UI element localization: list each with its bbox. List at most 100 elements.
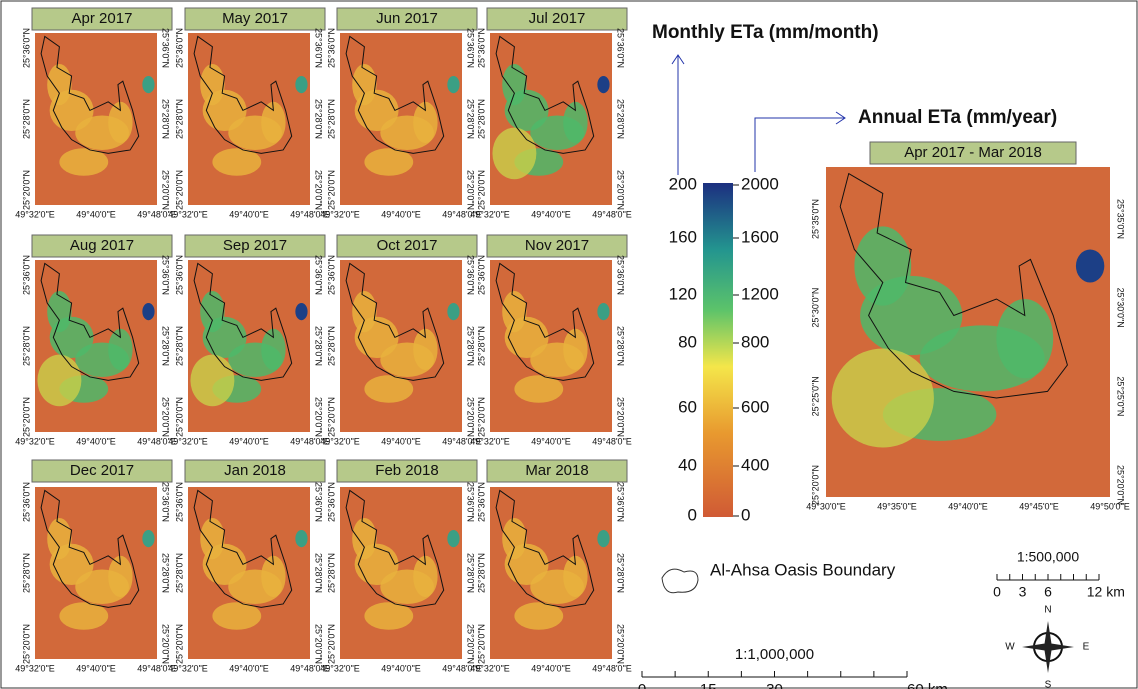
y-label: 25°28'0"N <box>476 99 486 139</box>
y-label: 25°36'0"N <box>616 255 626 295</box>
oasis-area <box>108 101 133 144</box>
oasis-area <box>514 602 564 630</box>
y-label: 25°28'0"N <box>21 326 31 366</box>
colorbar-label: 120 <box>669 284 697 303</box>
scale-label: 30 <box>766 681 783 689</box>
y-label: 25°28'0"N <box>21 553 31 593</box>
y-label: 25°36'0"N <box>314 255 324 295</box>
y-label: 25°20'0"N <box>326 624 336 664</box>
x-label: 49°40'0"E <box>531 663 571 673</box>
x-label: 49°48'0"E <box>592 209 632 219</box>
colorbar-label: 40 <box>678 455 697 474</box>
panel-title-bar <box>336 459 478 483</box>
y-label: 25°36'0"N <box>466 482 476 522</box>
y-label: 25°30'0"N <box>810 288 820 328</box>
x-label: 49°40'0"E <box>76 209 116 219</box>
x-label: 49°32'0"E <box>470 436 510 446</box>
y-label: 25°28'0"N <box>161 553 171 593</box>
x-label: 49°40'0"E <box>76 436 116 446</box>
y-label: 25°20'0"N <box>476 624 486 664</box>
oasis-area <box>261 101 286 144</box>
oasis-area <box>563 328 588 371</box>
y-label: 25°35'0"N <box>1116 199 1126 239</box>
y-label: 25°36'0"N <box>161 255 171 295</box>
panel-title-bar <box>336 234 478 258</box>
y-label: 25°36'0"N <box>314 482 324 522</box>
y-label: 25°36'0"N <box>476 482 486 522</box>
y-label: 25°36'0"N <box>161 482 171 522</box>
colorbar-label: 2000 <box>741 174 779 193</box>
x-label: 49°48'0"E <box>137 209 177 219</box>
y-label: 25°20'0"N <box>466 397 476 437</box>
oasis-boundary <box>495 35 595 154</box>
y-label: 25°28'0"N <box>476 553 486 593</box>
water-body <box>447 303 460 321</box>
x-label: 49°48'0"E <box>137 436 177 446</box>
oasis-boundary <box>839 172 1068 399</box>
water-body <box>295 76 308 94</box>
x-label: 49°40'0"E <box>229 436 269 446</box>
oasis-area <box>502 517 527 560</box>
panel-title-bar <box>184 234 326 258</box>
water-body <box>295 303 308 321</box>
compass-letter: S <box>1045 680 1052 689</box>
boundary-legend: Al-Ahsa Oasis Boundary <box>710 560 896 579</box>
x-label: 49°32'0"E <box>15 209 55 219</box>
y-label: 25°36'0"N <box>21 482 31 522</box>
panel-title: Jun 2017 <box>376 10 438 27</box>
compass-letter: W <box>1005 642 1015 653</box>
panel-title: Apr 2017 - Mar 2018 <box>904 144 1042 161</box>
oasis-area <box>364 148 414 176</box>
x-label: 49°48'0"E <box>592 663 632 673</box>
oasis-area <box>212 602 262 630</box>
y-label: 25°36'0"N <box>174 28 184 68</box>
x-label: 49°40'0"E <box>381 436 421 446</box>
scale-label: 0 <box>993 584 1001 600</box>
oasis-area <box>261 328 286 371</box>
y-label: 25°36'0"N <box>21 255 31 295</box>
panel-title: Sep 2017 <box>223 237 287 254</box>
water-body <box>142 303 155 321</box>
oasis-boundary <box>193 35 293 154</box>
colorbar-label: 1600 <box>741 227 779 246</box>
oasis-boundary <box>495 489 595 608</box>
panel-title: Nov 2017 <box>525 237 589 254</box>
y-label: 25°20'0"N <box>174 397 184 437</box>
x-label: 49°40'0"E <box>229 209 269 219</box>
y-label: 25°36'0"N <box>174 255 184 295</box>
x-label: 49°32'0"E <box>320 209 360 219</box>
y-label: 25°36'0"N <box>326 482 336 522</box>
y-label: 25°20'0"N <box>1116 465 1126 505</box>
y-label: 25°36'0"N <box>326 28 336 68</box>
x-label: 49°45'0"E <box>1019 501 1059 511</box>
colorbar-label: 1200 <box>741 284 779 303</box>
oasis-area <box>364 602 414 630</box>
panel-title: Jul 2017 <box>529 10 586 27</box>
panel-title-bar <box>184 459 326 483</box>
x-label: 49°32'0"E <box>320 663 360 673</box>
colorbar-label: 80 <box>678 332 697 351</box>
panel-title: Aug 2017 <box>70 237 134 254</box>
colorbar-label: 0 <box>741 505 750 524</box>
y-label: 25°20'0"N <box>466 170 476 210</box>
oasis-area <box>261 555 286 598</box>
y-label: 25°28'0"N <box>314 99 324 139</box>
water-body <box>142 76 155 94</box>
scale-label: 12 km <box>1087 584 1125 600</box>
x-label: 49°40'0"E <box>531 436 571 446</box>
y-label: 25°20'0"N <box>476 170 486 210</box>
y-label: 25°28'0"N <box>161 326 171 366</box>
oasis-area <box>47 290 72 333</box>
scale-label: 60 km <box>907 681 948 689</box>
oasis-area <box>108 328 133 371</box>
compass-letter: E <box>1083 642 1090 653</box>
water-body <box>295 530 308 548</box>
panel-title-bar <box>486 7 628 31</box>
panel-title: May 2017 <box>222 10 288 27</box>
x-label: 49°50'0"E <box>1090 501 1130 511</box>
panel-title-bar <box>184 7 326 31</box>
panel-title: Apr 2017 <box>72 10 133 27</box>
oasis-area <box>200 63 225 106</box>
y-label: 25°28'0"N <box>326 553 336 593</box>
oasis-area <box>37 354 82 407</box>
